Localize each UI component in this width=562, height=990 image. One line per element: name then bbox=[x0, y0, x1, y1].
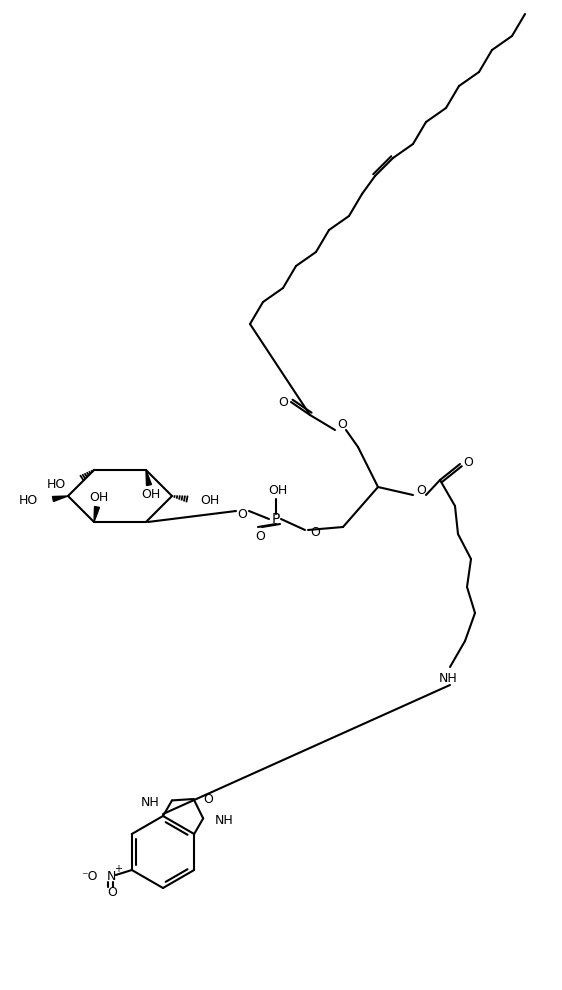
Text: OH: OH bbox=[269, 483, 288, 497]
Text: O: O bbox=[463, 456, 473, 469]
Text: +: + bbox=[114, 864, 122, 874]
Text: OH: OH bbox=[89, 491, 108, 505]
Text: HO: HO bbox=[47, 477, 66, 490]
Polygon shape bbox=[94, 507, 99, 522]
Text: HO: HO bbox=[19, 494, 38, 508]
Text: P: P bbox=[272, 512, 280, 526]
Text: O: O bbox=[416, 484, 426, 498]
Text: NH: NH bbox=[141, 796, 160, 809]
Text: O: O bbox=[310, 527, 320, 540]
Text: O: O bbox=[203, 793, 214, 806]
Polygon shape bbox=[52, 496, 68, 502]
Text: O: O bbox=[107, 886, 117, 900]
Text: O: O bbox=[337, 419, 347, 432]
Text: NH: NH bbox=[215, 814, 234, 827]
Text: O: O bbox=[237, 509, 247, 522]
Text: ⁻O: ⁻O bbox=[81, 870, 98, 883]
Text: NH: NH bbox=[438, 672, 457, 685]
Text: OH: OH bbox=[200, 494, 219, 508]
Text: O: O bbox=[255, 530, 265, 543]
Text: N: N bbox=[107, 870, 116, 883]
Text: OH: OH bbox=[142, 487, 161, 501]
Text: O: O bbox=[278, 397, 288, 410]
Polygon shape bbox=[146, 470, 151, 485]
